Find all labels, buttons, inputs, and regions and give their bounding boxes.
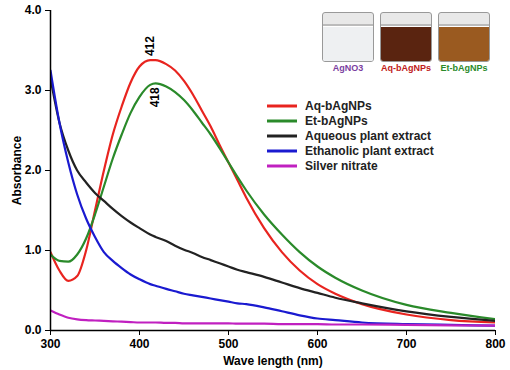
svg-text:3.0: 3.0 [25, 83, 42, 97]
svg-text:Wave length (nm): Wave length (nm) [223, 354, 323, 368]
svg-text:412: 412 [143, 36, 157, 56]
svg-text:800: 800 [485, 337, 505, 351]
svg-text:4.0: 4.0 [25, 3, 42, 17]
html-text:Aq-bAgNPs: Aq-bAgNPs [305, 98, 372, 113]
html-text:Et-bAgNPs: Et-bAgNPs [440, 63, 488, 73]
svg-text:0.0: 0.0 [25, 323, 42, 337]
svg-text:418: 418 [148, 87, 162, 107]
svg-text:2.0: 2.0 [25, 163, 42, 177]
html-text:Et-bAgNPs: Et-bAgNPs [305, 113, 368, 128]
html-text:AgNO3: AgNO3 [332, 63, 364, 73]
html-text:Aq-bAgNPs: Aq-bAgNPs [381, 63, 431, 73]
svg-text:Absorbance: Absorbance [10, 136, 24, 206]
html-text:Aqueous plant extract: Aqueous plant extract [305, 128, 431, 143]
svg-text:300: 300 [40, 337, 60, 351]
html-text:Silver nitrate: Silver nitrate [305, 158, 378, 173]
svg-text:500: 500 [218, 337, 238, 351]
svg-text:600: 600 [307, 337, 327, 351]
svg-text:700: 700 [396, 337, 416, 351]
svg-text:1.0: 1.0 [25, 243, 42, 257]
svg-text:400: 400 [129, 337, 149, 351]
html-text:Ethanolic plant extract: Ethanolic plant extract [305, 143, 434, 158]
